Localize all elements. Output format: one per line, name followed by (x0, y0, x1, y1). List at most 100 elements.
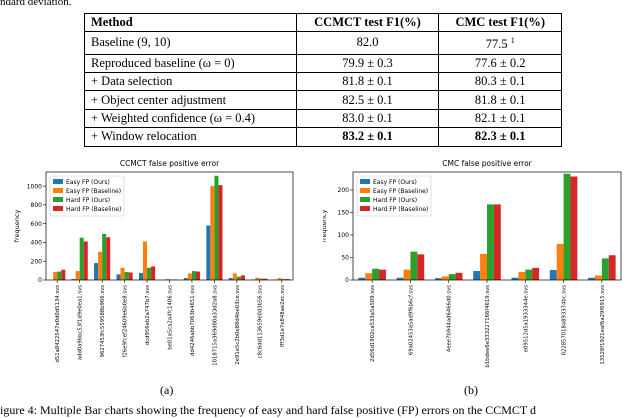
legend-entry: Easy FP (Ours) (373, 179, 417, 186)
y-tick-label: 400 (31, 240, 43, 247)
y-tick-label: 100 (338, 232, 350, 239)
x-tick-label: dd4246abb7063b4651.svs (190, 285, 196, 356)
sublabel-a: (a) (160, 383, 173, 398)
y-tick-label: 150 (338, 210, 350, 217)
x-tick-label: be01a5ca2a4fc1406.svs (168, 285, 174, 350)
cmc-f1-value: 77.5 (486, 38, 508, 52)
y-tick-label: 0 (345, 277, 349, 284)
x-tick-label: e09512d5a1933344e.svs (523, 285, 529, 353)
legend-swatch (360, 179, 370, 184)
bar (151, 266, 155, 280)
bar (602, 258, 609, 280)
bar (192, 271, 196, 280)
y-tick-label: 50 (341, 255, 349, 262)
legend-entry: Hard FP (Ours) (66, 197, 110, 204)
ccmct-f1-cell: 82.5 ± 0.1 (296, 91, 439, 109)
legend-entry: Easy FP (Ours) (66, 179, 110, 186)
cmc-f1-value: 82.1 ± 0.1 (475, 111, 526, 125)
legend-entry: Easy FP (Baseline) (373, 188, 428, 195)
bar (557, 244, 564, 280)
x-tick-label: 2d56d1902ca533a5a509.svs (370, 285, 376, 362)
bar (98, 252, 102, 280)
table-header-row: Method CCMCT test F1(%) CMC test F1(%) (85, 14, 562, 32)
bar (53, 272, 57, 280)
x-tick-label: d51a8422547e0d0d5134.svs (55, 285, 61, 363)
y-tick-label: 600 (31, 221, 43, 228)
y-axis-label: frequency (13, 210, 21, 243)
bar (206, 226, 210, 280)
method-cell: + Object center adjustment (85, 91, 297, 109)
bar (532, 268, 539, 280)
bar (442, 276, 449, 280)
bar (379, 270, 386, 280)
cmc-f1-cell: 77.6 ± 0.2 (439, 54, 562, 72)
legend-swatch (53, 179, 63, 184)
bar (218, 185, 222, 280)
legend-swatch (53, 197, 63, 202)
cmc-f1-cell: 82.1 ± 0.1 (439, 109, 562, 127)
sublabel-b: (b) (464, 383, 478, 398)
legend-entry: Hard FP (Ours) (373, 197, 417, 204)
ccmct-f1-cell: 83.2 ± 0.1 (296, 128, 439, 146)
x-tick-label: 4eee7b944ad6466d0.svs (447, 285, 453, 352)
bar (473, 271, 480, 280)
bar (80, 238, 84, 280)
bar (241, 275, 245, 280)
bar (449, 274, 456, 280)
bar (525, 270, 532, 280)
bar (57, 272, 61, 280)
x-tick-label: 1018715a369d80a33d2a8.svs (212, 285, 218, 366)
bar (106, 237, 110, 280)
header-method: Method (85, 14, 297, 32)
bar (147, 268, 151, 280)
ccmct-f1-cell: 83.0 ± 0.1 (296, 109, 439, 127)
header-ccmct: CCMCT test F1(%) (296, 14, 439, 32)
x-tick-label: 2e91e5c2b0e88d4be03ce.svs (235, 285, 241, 365)
ccmct-f1-cell: 82.0 (296, 32, 439, 54)
cmc-f1-cell: 77.5 1 (439, 32, 562, 54)
bar (214, 176, 218, 280)
bar (255, 278, 259, 280)
bar (94, 263, 98, 280)
cmc-f1-value: 80.3 ± 0.1 (475, 74, 526, 88)
bar (564, 174, 571, 280)
bar (417, 254, 424, 280)
x-tick-label: 69a02453a5ad9f6b6cf.svs (408, 285, 414, 355)
y-tick-label: 1000 (27, 183, 42, 190)
legend-entry: Easy FP (Baseline) (66, 188, 121, 195)
bar (125, 272, 129, 280)
results-table: Method CCMCT test F1(%) CMC test F1(%) B… (84, 13, 562, 147)
chart-title: CCMCT false positive error (120, 160, 220, 168)
header-cmc: CMC test F1(%) (439, 14, 562, 32)
bar (480, 254, 487, 280)
x-tick-label: 13528f1921eaf6a29f0915.svs (600, 285, 606, 365)
x-tick-label: add0a9bbc53f1d9e0ea1.svs (78, 285, 84, 360)
bar (210, 186, 214, 280)
legend-entry: Hard FP (Baseline) (66, 206, 121, 213)
x-tick-label: f26e9fcef24609e6b0e8.svs (123, 285, 129, 358)
ccmct-bar-chart: CCMCT false positive errorfrequency02004… (10, 160, 300, 380)
y-axis-label: frequency (323, 210, 328, 243)
bar (237, 277, 241, 280)
bar (61, 270, 65, 280)
ccmct-f1-cell: 79.9 ± 0.3 (296, 54, 439, 72)
cmc-bar-chart: CMC false positive errorfrequency0501001… (323, 160, 628, 380)
x-tick-label: dcd956eb2a747b7.svs (145, 285, 151, 345)
bar (188, 273, 192, 280)
bar (196, 272, 200, 280)
bar (595, 276, 602, 281)
bar (233, 273, 237, 280)
y-tick-label: 200 (31, 258, 43, 265)
bar (143, 241, 147, 280)
ccmct-f1-cell: 81.8 ± 0.1 (296, 72, 439, 90)
x-tick-label: b1bdee6e333227166f4619.svs (485, 285, 491, 368)
method-cell: Reproduced baseline (ω = 0) (85, 54, 297, 72)
table-row: + Weighted confidence (ω = 0.4)83.0 ± 0.… (85, 109, 562, 127)
method-cell: Baseline (9, 10) (85, 32, 297, 54)
cmc-f1-cell: 80.3 ± 0.1 (439, 72, 562, 90)
cmc-f1-cell: 81.8 ± 0.1 (439, 91, 562, 109)
bar (456, 273, 463, 280)
bar (139, 273, 143, 280)
